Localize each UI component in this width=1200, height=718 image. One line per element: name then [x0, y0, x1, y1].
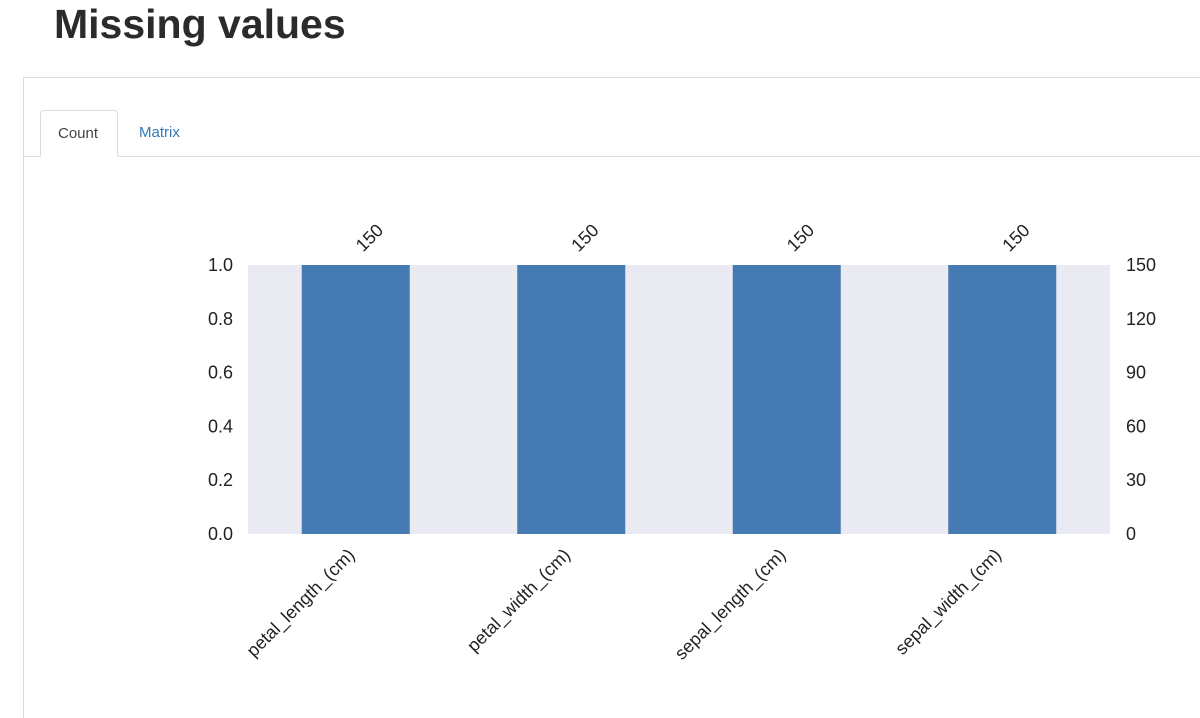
count-label: 150 [352, 220, 387, 255]
x-tick-label: petal_width_(cm) [463, 545, 575, 657]
y2-tick-label: 30 [1126, 470, 1146, 490]
y2-tick-label: 0 [1126, 524, 1136, 544]
count-label: 150 [783, 220, 818, 255]
y2-tick-label: 150 [1126, 255, 1156, 275]
x-tick-label: petal_length_(cm) [243, 545, 360, 662]
bar-petal_width_(cm) [517, 265, 626, 534]
y-tick-label: 0.6 [208, 363, 233, 383]
tab-bar: Count Matrix [24, 110, 1200, 157]
x-tick-label: sepal_width_(cm) [891, 545, 1006, 660]
x-tick-label: sepal_length_(cm) [671, 545, 791, 665]
count-label: 150 [998, 220, 1033, 255]
y2-tick-label: 60 [1126, 416, 1146, 436]
y-tick-label: 1.0 [208, 255, 233, 275]
bar-petal_length_(cm) [301, 265, 410, 534]
page-title: Missing values [54, 1, 346, 47]
count-label: 150 [567, 220, 602, 255]
tab-count[interactable]: Count [40, 110, 118, 157]
y-tick-label: 0.4 [208, 416, 233, 436]
tab-matrix[interactable]: Matrix [139, 124, 180, 141]
y-tick-label: 0.2 [208, 470, 233, 490]
y-tick-label: 0.0 [208, 524, 233, 544]
y2-tick-label: 120 [1126, 309, 1156, 329]
y-tick-label: 0.8 [208, 309, 233, 329]
y2-tick-label: 90 [1126, 363, 1146, 383]
bar-sepal_length_(cm) [732, 265, 841, 534]
bar-sepal_width_(cm) [948, 265, 1057, 534]
